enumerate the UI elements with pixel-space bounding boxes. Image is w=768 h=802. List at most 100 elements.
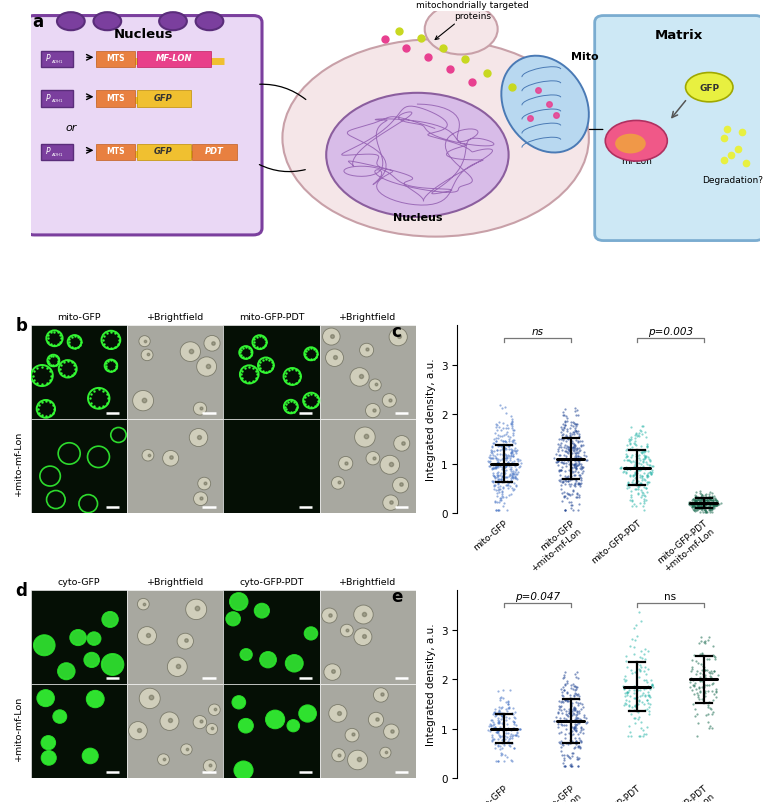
- Point: [633, 606, 645, 619]
- Point: [706, 494, 718, 507]
- Point: [637, 461, 650, 474]
- Point: [710, 494, 723, 507]
- Point: [561, 412, 573, 425]
- Point: [706, 501, 718, 514]
- Point: [505, 728, 518, 741]
- Bar: [31, 419, 127, 513]
- Point: [490, 708, 502, 721]
- Point: [564, 489, 576, 502]
- Point: [692, 499, 704, 512]
- Point: [631, 480, 644, 492]
- Point: [497, 500, 509, 512]
- Point: [497, 448, 509, 461]
- Point: [698, 678, 710, 691]
- Point: [636, 447, 648, 460]
- Point: [690, 497, 703, 510]
- Point: [501, 704, 513, 717]
- Point: [555, 745, 568, 758]
- Circle shape: [366, 452, 379, 465]
- Point: [570, 452, 582, 465]
- Point: [553, 695, 565, 708]
- Point: [485, 714, 497, 727]
- Point: [578, 723, 590, 735]
- Point: [574, 731, 586, 744]
- Point: [629, 451, 641, 464]
- Point: [495, 463, 508, 476]
- Point: [621, 450, 634, 463]
- Point: [491, 424, 503, 437]
- Point: [501, 731, 513, 743]
- Point: [492, 711, 505, 724]
- Point: [489, 462, 502, 475]
- Point: [569, 422, 581, 435]
- Point: [559, 666, 571, 678]
- Point: [564, 729, 577, 742]
- Point: [690, 498, 702, 511]
- Point: [627, 469, 639, 482]
- Point: [703, 670, 716, 683]
- Point: [637, 460, 649, 473]
- Point: [708, 499, 720, 512]
- Point: [627, 648, 640, 661]
- Point: [499, 723, 511, 735]
- Circle shape: [389, 329, 407, 346]
- Point: [695, 493, 707, 506]
- Point: [484, 449, 496, 462]
- Point: [553, 464, 565, 477]
- Point: [557, 690, 569, 703]
- Point: [564, 734, 576, 747]
- Point: [563, 441, 575, 454]
- Point: [502, 481, 514, 494]
- Point: [507, 423, 519, 436]
- Point: [637, 496, 650, 508]
- Point: [574, 697, 586, 710]
- Point: [638, 426, 650, 439]
- Point: [508, 442, 521, 455]
- Point: [563, 705, 575, 718]
- Point: [707, 492, 720, 504]
- Point: [684, 676, 697, 689]
- Point: [502, 422, 514, 435]
- Point: [570, 735, 582, 748]
- Point: [699, 664, 711, 677]
- Point: [553, 433, 565, 446]
- Text: Nucleus: Nucleus: [392, 213, 442, 223]
- Point: [551, 456, 563, 469]
- Point: [634, 476, 646, 489]
- Text: $_{ADH1}$: $_{ADH1}$: [51, 59, 64, 66]
- Point: [571, 699, 584, 711]
- Point: [705, 670, 717, 683]
- Point: [499, 479, 511, 492]
- Point: [621, 686, 633, 699]
- Point: [692, 498, 704, 511]
- Point: [507, 715, 519, 727]
- Point: [703, 666, 716, 679]
- Point: [558, 476, 570, 489]
- Point: [554, 456, 567, 468]
- Point: [621, 482, 633, 495]
- Point: [634, 461, 647, 474]
- Point: [574, 725, 587, 738]
- Circle shape: [82, 748, 98, 764]
- Point: [685, 671, 697, 684]
- Point: [505, 446, 518, 459]
- Point: [580, 455, 592, 468]
- Bar: [31, 590, 127, 684]
- Point: [490, 726, 502, 739]
- Point: [558, 759, 571, 772]
- Point: [496, 736, 508, 749]
- Point: [641, 441, 654, 454]
- Point: [700, 491, 712, 504]
- Point: [564, 472, 576, 484]
- Circle shape: [304, 627, 317, 640]
- Text: $_{ADH1}$: $_{ADH1}$: [51, 152, 64, 159]
- Point: [496, 725, 508, 738]
- Point: [691, 730, 703, 743]
- Point: [642, 662, 654, 675]
- Text: +Brightfield: +Brightfield: [147, 312, 204, 322]
- FancyBboxPatch shape: [137, 144, 190, 161]
- Point: [485, 464, 498, 476]
- Point: [552, 456, 564, 468]
- Point: [494, 721, 506, 734]
- Point: [711, 498, 723, 511]
